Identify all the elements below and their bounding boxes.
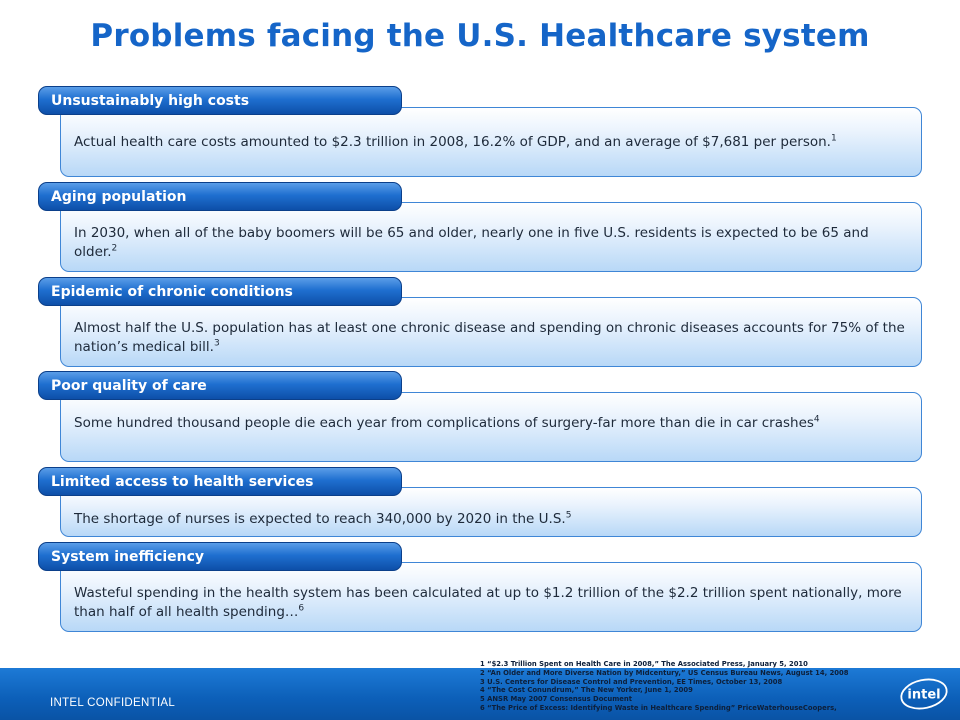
intel-logo-icon: intel (898, 676, 950, 712)
footnote: 3 U.S. Centers for Disease Control and P… (480, 677, 783, 686)
section-heading: Aging population (51, 189, 187, 205)
section-header: Epidemic of chronic conditions (38, 277, 402, 306)
section-header: Limited access to health services (38, 467, 402, 496)
footnote-marker: 5 (565, 510, 572, 521)
footnote: 4 “The Cost Conundrum,” The New Yorker, … (480, 686, 693, 695)
section-heading: Poor quality of care (51, 378, 207, 394)
description-text: Wasteful spending in the health system h… (74, 585, 902, 620)
footnote: 2 “An Older and More Diverse Nation by M… (480, 668, 849, 677)
section-heading: System inefficiency (51, 549, 205, 565)
description-text: The shortage of nurses is expected to re… (74, 510, 572, 527)
section-header: Aging population (38, 182, 402, 211)
section-header: Poor quality of care (38, 371, 402, 400)
footnote-marker: 1 (830, 133, 837, 144)
description-box: Wasteful spending in the health system h… (60, 562, 922, 632)
section-heading: Unsustainably high costs (51, 93, 250, 109)
description-box: Some hundred thousand people die each ye… (60, 392, 922, 462)
description-box: In 2030, when all of the baby boomers wi… (60, 202, 922, 272)
section-header: System inefficiency (38, 542, 402, 571)
description-box: Actual health care costs amounted to $2.… (60, 107, 922, 177)
footnote-marker: 3 (213, 338, 220, 349)
description-text: In 2030, when all of the baby boomers wi… (74, 225, 869, 260)
footnotes: 1 “$2.3 Trillion Spent on Health Care in… (480, 660, 910, 720)
confidential-label: INTEL CONFIDENTIAL (50, 697, 176, 709)
footnote: 1 “$2.3 Trillion Spent on Health Care in… (480, 660, 808, 668)
footnote: 6 “The Price of Excess: Identifying Wast… (480, 703, 837, 712)
page-title: Problems facing the U.S. Healthcare syst… (90, 18, 870, 54)
footnote-marker: 4 (813, 414, 820, 425)
footnote-marker: 6 (298, 603, 305, 614)
logo-text: intel (907, 688, 940, 703)
footer-bar (0, 668, 960, 720)
section-header: Unsustainably high costs (38, 86, 402, 115)
section-heading: Limited access to health services (51, 474, 314, 490)
footnote-marker: 2 (111, 243, 118, 254)
footnote: 5 ANSR May 2007 Consensus Document (480, 695, 633, 704)
description-text: Actual health care costs amounted to $2.… (74, 133, 837, 150)
description-box: Almost half the U.S. population has at l… (60, 297, 922, 367)
description-text: Almost half the U.S. population has at l… (74, 320, 905, 355)
description-text: Some hundred thousand people die each ye… (74, 414, 820, 431)
section-heading: Epidemic of chronic conditions (51, 284, 293, 300)
